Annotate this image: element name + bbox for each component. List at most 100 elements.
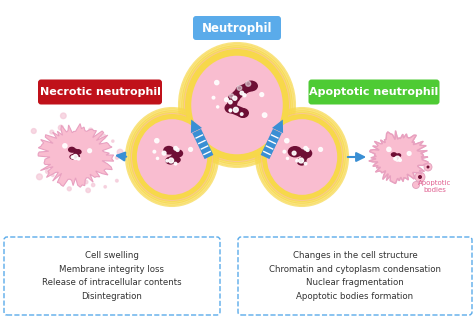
Circle shape — [296, 159, 298, 162]
Circle shape — [286, 157, 289, 159]
Circle shape — [263, 113, 267, 117]
Ellipse shape — [184, 48, 290, 162]
Circle shape — [169, 158, 173, 163]
Circle shape — [63, 144, 67, 148]
Ellipse shape — [228, 93, 240, 103]
Circle shape — [240, 91, 244, 95]
Polygon shape — [369, 131, 428, 183]
Circle shape — [243, 94, 246, 97]
Text: Necrotic neutrophil: Necrotic neutrophil — [39, 87, 160, 97]
Circle shape — [153, 150, 155, 153]
Ellipse shape — [391, 152, 397, 157]
Circle shape — [283, 150, 286, 153]
Circle shape — [77, 157, 80, 160]
Circle shape — [394, 157, 396, 160]
Ellipse shape — [75, 149, 82, 155]
Circle shape — [237, 86, 242, 90]
Ellipse shape — [163, 146, 174, 155]
Circle shape — [52, 174, 54, 177]
Circle shape — [166, 159, 168, 162]
Ellipse shape — [68, 147, 76, 153]
FancyBboxPatch shape — [4, 237, 220, 315]
Circle shape — [116, 180, 118, 182]
Circle shape — [212, 96, 215, 99]
Circle shape — [229, 94, 234, 98]
Circle shape — [189, 148, 192, 151]
Ellipse shape — [262, 114, 342, 200]
Circle shape — [86, 188, 91, 193]
Circle shape — [246, 81, 251, 86]
Circle shape — [116, 156, 118, 159]
Circle shape — [225, 98, 228, 102]
Circle shape — [407, 152, 411, 155]
Ellipse shape — [173, 156, 181, 163]
Circle shape — [117, 149, 123, 155]
Circle shape — [399, 159, 401, 161]
Circle shape — [46, 170, 49, 173]
Circle shape — [427, 165, 429, 169]
Circle shape — [101, 134, 106, 139]
Circle shape — [418, 175, 422, 179]
Circle shape — [215, 81, 219, 85]
FancyBboxPatch shape — [193, 16, 281, 40]
Ellipse shape — [225, 102, 237, 114]
Circle shape — [61, 113, 66, 119]
Circle shape — [306, 148, 309, 151]
Circle shape — [424, 163, 432, 171]
Ellipse shape — [301, 148, 312, 158]
Text: Neutrophil: Neutrophil — [202, 21, 272, 35]
Circle shape — [233, 108, 238, 112]
FancyBboxPatch shape — [38, 79, 162, 105]
FancyBboxPatch shape — [309, 79, 439, 105]
Ellipse shape — [237, 108, 249, 118]
Circle shape — [292, 151, 296, 155]
Circle shape — [155, 139, 159, 143]
Circle shape — [260, 93, 264, 97]
Circle shape — [84, 180, 88, 184]
Ellipse shape — [132, 114, 212, 200]
Circle shape — [176, 148, 179, 151]
Circle shape — [319, 148, 322, 151]
Circle shape — [50, 130, 54, 134]
Circle shape — [217, 106, 219, 108]
Polygon shape — [38, 124, 114, 187]
Circle shape — [387, 147, 391, 151]
Text: Cell swelling
Membrane integrity loss
Release of intracellular contents
Disinteg: Cell swelling Membrane integrity loss Re… — [42, 251, 182, 301]
Ellipse shape — [396, 153, 401, 157]
Circle shape — [112, 140, 114, 142]
Circle shape — [58, 125, 64, 130]
Ellipse shape — [288, 146, 302, 157]
Circle shape — [299, 158, 303, 163]
Circle shape — [412, 181, 419, 188]
Circle shape — [89, 128, 92, 132]
Ellipse shape — [131, 113, 213, 201]
Circle shape — [229, 110, 231, 112]
Circle shape — [73, 155, 78, 159]
Circle shape — [415, 172, 425, 182]
Text: Changes in the cell structure
Chromatin and cytoplasm condensation
Nuclear fragm: Changes in the cell structure Chromatin … — [269, 251, 441, 301]
Circle shape — [285, 139, 289, 143]
Text: Apoptotic neutrophil: Apoptotic neutrophil — [310, 87, 438, 97]
Circle shape — [304, 147, 308, 150]
Circle shape — [228, 100, 232, 104]
Ellipse shape — [236, 85, 248, 95]
Ellipse shape — [394, 157, 399, 161]
Circle shape — [91, 183, 95, 187]
Ellipse shape — [137, 119, 207, 195]
Ellipse shape — [267, 119, 337, 195]
Circle shape — [104, 186, 106, 188]
Ellipse shape — [261, 113, 343, 201]
Circle shape — [36, 174, 42, 180]
Circle shape — [71, 156, 73, 158]
Circle shape — [395, 156, 400, 161]
Ellipse shape — [74, 154, 80, 158]
Ellipse shape — [185, 49, 289, 161]
FancyBboxPatch shape — [238, 237, 472, 315]
Circle shape — [304, 162, 307, 165]
Circle shape — [31, 129, 36, 133]
Text: Apoptotic
bodies: Apoptotic bodies — [419, 180, 452, 193]
Circle shape — [233, 96, 237, 100]
Circle shape — [174, 147, 177, 150]
Ellipse shape — [244, 81, 258, 92]
Circle shape — [229, 109, 232, 111]
